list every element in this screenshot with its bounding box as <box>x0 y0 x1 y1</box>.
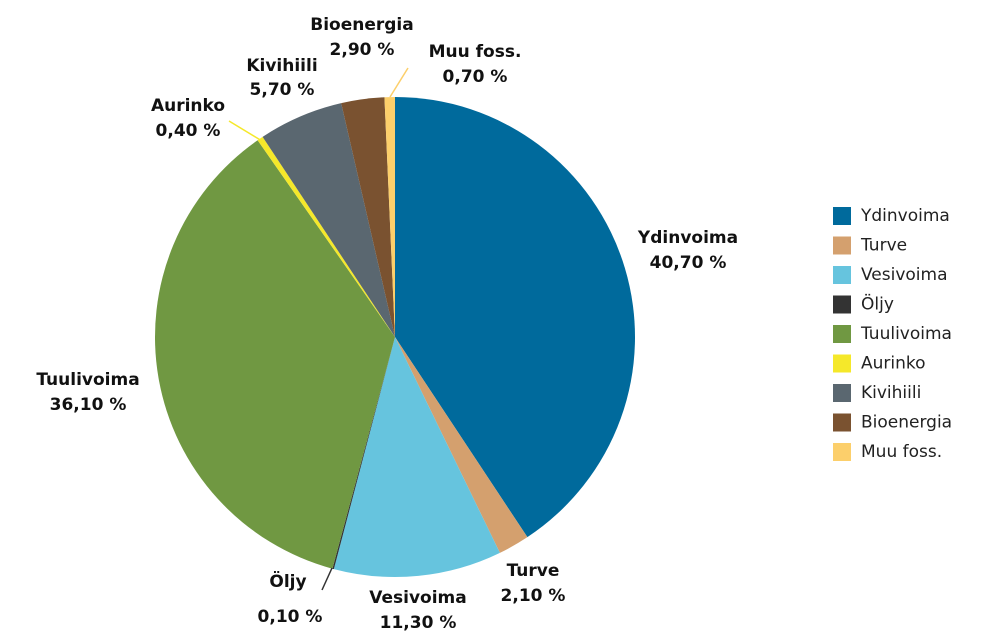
slice-label: Tuulivoima <box>36 370 139 390</box>
legend-swatch <box>833 295 851 314</box>
leader-line <box>389 67 409 98</box>
leader-line <box>228 120 263 142</box>
legend-swatch <box>833 413 851 432</box>
legend-label: Muu foss. <box>861 442 942 462</box>
slice-label: Muu foss. <box>429 42 522 62</box>
legend-swatch <box>833 325 851 343</box>
pie-slice <box>395 97 636 538</box>
pie-slice <box>341 97 395 338</box>
legend-label: Bioenergia <box>861 413 952 433</box>
legend-label: Tuulivoima <box>860 324 952 344</box>
slice-label: Kivihiili <box>246 56 317 76</box>
slice-label: Turve <box>507 561 560 581</box>
slice-value: 2,10 % <box>501 586 566 606</box>
legend-label: Ydinvoima <box>860 206 950 226</box>
slice-value: 5,70 % <box>250 80 315 100</box>
legend-swatch <box>833 443 851 461</box>
pie-slice <box>384 97 395 337</box>
slice-value: 40,70 % <box>650 253 727 273</box>
slice-value: 0,70 % <box>443 67 508 87</box>
slice-label: Aurinko <box>151 96 225 116</box>
slice-value: 2,90 % <box>330 40 395 60</box>
legend-swatch <box>833 266 851 284</box>
pie-slice <box>332 337 395 570</box>
slice-label: Bioenergia <box>310 15 413 35</box>
legend-label: Öljy <box>861 293 894 315</box>
pie-slice <box>395 337 528 553</box>
legend-swatch <box>833 384 851 402</box>
legend-swatch <box>833 236 851 255</box>
legend-label: Turve <box>860 236 907 256</box>
legend-label: Kivihiili <box>861 383 921 403</box>
pie-slice <box>257 136 395 337</box>
slice-label: Vesivoima <box>369 588 466 608</box>
slice-label: Öljy <box>269 570 306 592</box>
slice-value: 36,10 % <box>50 395 127 415</box>
slice-value: 0,10 % <box>258 607 323 627</box>
legend-swatch <box>833 207 851 225</box>
slice-label: Ydinvoima <box>637 228 738 248</box>
slice-value: 11,30 % <box>380 613 457 633</box>
legend-swatch <box>833 354 851 373</box>
pie-slice <box>262 103 395 337</box>
pie-slice <box>333 337 500 577</box>
legend-label: Vesivoima <box>861 265 948 285</box>
slice-value: 0,40 % <box>156 121 221 141</box>
legend-label: Aurinko <box>861 354 926 374</box>
pie-slice <box>155 140 395 569</box>
leader-line <box>321 567 333 591</box>
